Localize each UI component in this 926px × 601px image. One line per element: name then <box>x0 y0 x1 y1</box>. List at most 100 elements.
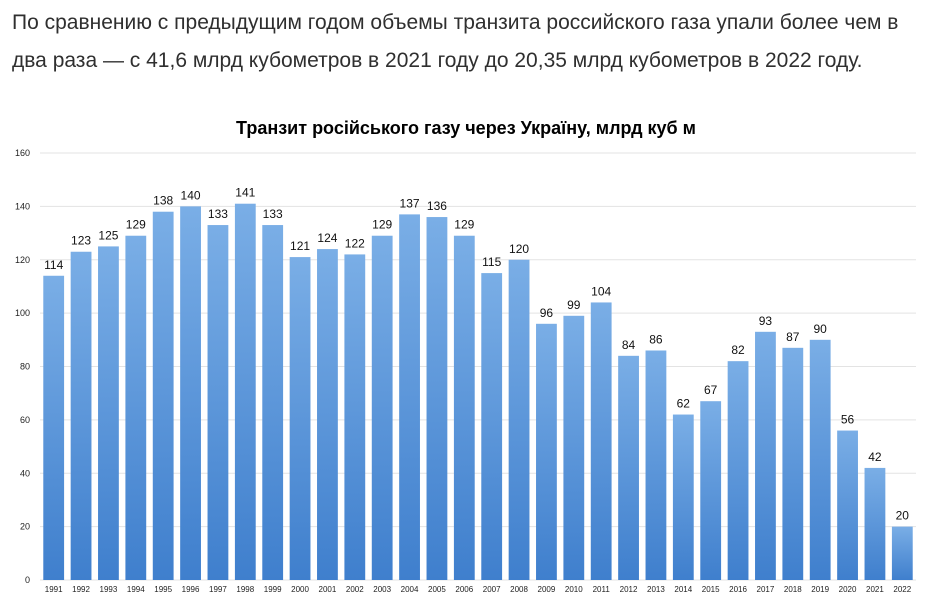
x-tick-label-2006: 2006 <box>455 585 473 594</box>
x-tick-label-2005: 2005 <box>428 585 446 594</box>
data-label-2002: 122 <box>345 236 365 250</box>
x-tick-label-2010: 2010 <box>565 585 583 594</box>
chart-svg: Транзит російського газу через Україну, … <box>15 118 916 594</box>
x-tick-label-2012: 2012 <box>620 585 638 594</box>
x-tick-label-2020: 2020 <box>839 585 857 594</box>
data-label-2008: 120 <box>509 242 529 256</box>
bar-2006 <box>453 235 475 580</box>
x-tick-label-1997: 1997 <box>209 585 227 594</box>
data-label-2010: 99 <box>567 298 581 312</box>
bar-2009 <box>536 323 557 580</box>
x-tick-label-2014: 2014 <box>674 585 692 594</box>
data-label-2017: 93 <box>759 314 773 328</box>
data-label-2011: 104 <box>591 284 611 298</box>
x-tick-label-2013: 2013 <box>647 585 665 594</box>
x-tick-label-1992: 1992 <box>72 585 90 594</box>
article-text: По сравнению с предыдущим годом объемы т… <box>12 11 899 72</box>
data-label-2013: 86 <box>649 332 663 346</box>
bar-2010 <box>563 315 585 580</box>
bar-1993 <box>98 246 119 580</box>
y-tick-label: 120 <box>15 255 30 265</box>
data-label-2004: 137 <box>400 196 420 210</box>
x-tick-label-1998: 1998 <box>236 585 254 594</box>
bar-2020 <box>837 430 858 580</box>
x-tick-label-2008: 2008 <box>510 585 528 594</box>
bar-1995 <box>152 211 174 580</box>
data-label-2022: 20 <box>896 509 910 523</box>
x-tick-label-1991: 1991 <box>45 585 63 594</box>
x-tick-label-2019: 2019 <box>811 585 829 594</box>
data-label-2014: 62 <box>677 397 691 411</box>
x-axis-ticks: 1991 1992 1993 1994 1995 1996 1997 1998 1999 2000… <box>45 585 912 594</box>
data-label-1991: 114 <box>44 258 63 272</box>
x-tick-label-2000: 2000 <box>291 585 309 594</box>
x-tick-label-1993: 1993 <box>100 585 118 594</box>
data-label-1996: 140 <box>181 188 201 202</box>
chart-title: Транзит російського газу через Україну, … <box>236 118 696 138</box>
y-axis-ticks: 0 20 40 60 80 100 120 140 160 <box>15 148 30 585</box>
x-tick-label-1999: 1999 <box>264 585 282 594</box>
x-tick-label-2009: 2009 <box>538 585 556 594</box>
data-label-1997: 133 <box>208 207 228 221</box>
x-tick-label-2021: 2021 <box>866 585 884 594</box>
data-label-2005: 136 <box>427 199 447 213</box>
bar-2002 <box>344 254 366 580</box>
data-label-1995: 138 <box>153 194 173 208</box>
x-tick-label-2003: 2003 <box>373 585 391 594</box>
bar-2008 <box>508 259 530 580</box>
bar-2000 <box>289 257 311 580</box>
data-label-2019: 90 <box>814 322 828 336</box>
data-label-1992: 123 <box>71 234 91 248</box>
data-label-2006: 129 <box>454 218 474 232</box>
y-tick-label: 80 <box>20 362 30 372</box>
bar-2007 <box>481 273 503 580</box>
bar-chart: Транзит російського газу через Україну, … <box>0 100 926 601</box>
data-label-1994: 129 <box>126 218 146 232</box>
x-tick-label-2015: 2015 <box>702 585 720 594</box>
bar-2021 <box>864 467 886 580</box>
x-tick-label-2001: 2001 <box>319 585 337 594</box>
bar-1997 <box>207 225 229 580</box>
x-tick-label-2022: 2022 <box>893 585 911 594</box>
data-labels: 114 123 125 129 138 140 133 141 133 121 124 122 129 1… <box>44 186 909 523</box>
bar-2016 <box>727 361 749 580</box>
y-tick-label: 160 <box>15 148 30 158</box>
data-label-2018: 87 <box>786 330 800 344</box>
y-tick-label: 0 <box>25 575 30 585</box>
bar-2001 <box>317 249 338 580</box>
bar-1998 <box>234 203 256 581</box>
bar-2004 <box>399 214 420 580</box>
data-label-2001: 124 <box>317 231 337 245</box>
data-label-1999: 133 <box>263 207 283 221</box>
data-label-2015: 67 <box>704 383 718 397</box>
bar-2005 <box>426 217 448 581</box>
bar-2017 <box>755 331 776 580</box>
data-label-2003: 129 <box>372 218 392 232</box>
data-label-2007: 115 <box>482 255 501 269</box>
bar-2018 <box>782 347 804 580</box>
bar-1996 <box>180 206 201 580</box>
y-tick-label: 20 <box>20 522 30 532</box>
y-tick-label: 100 <box>15 308 30 318</box>
x-tick-label-2017: 2017 <box>757 585 775 594</box>
bar-1994 <box>125 235 147 580</box>
x-tick-label-2016: 2016 <box>729 585 747 594</box>
bar-2019 <box>809 339 831 580</box>
data-label-2012: 84 <box>622 338 636 352</box>
x-tick-label-2004: 2004 <box>401 585 419 594</box>
data-label-2016: 82 <box>731 343 745 357</box>
bars <box>43 203 913 581</box>
data-label-1998: 141 <box>235 186 255 200</box>
x-tick-label-1994: 1994 <box>127 585 145 594</box>
data-label-2000: 121 <box>290 239 310 253</box>
y-tick-label: 40 <box>20 468 30 478</box>
bar-1992 <box>70 251 92 580</box>
x-tick-label-1996: 1996 <box>182 585 200 594</box>
bar-2022 <box>891 526 913 580</box>
bar-1991 <box>43 275 65 580</box>
bar-2013 <box>645 350 667 580</box>
x-tick-label-2002: 2002 <box>346 585 364 594</box>
bar-2012 <box>618 355 639 580</box>
data-label-2021: 42 <box>868 450 882 464</box>
bar-2015 <box>700 401 722 580</box>
